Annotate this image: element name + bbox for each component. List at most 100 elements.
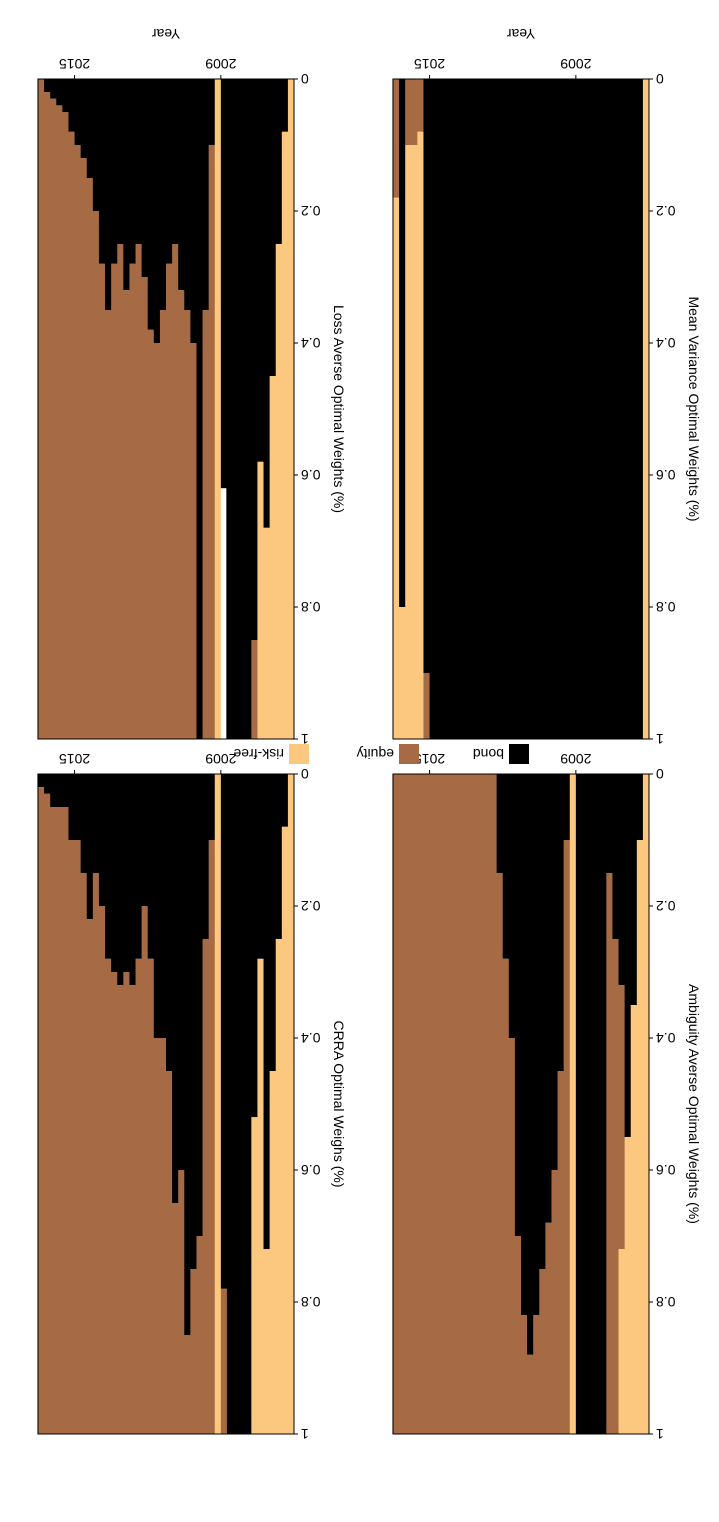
bar-segment-bond	[544, 79, 552, 739]
bar-segment-bond	[73, 79, 81, 145]
bar-segment-equity	[422, 774, 430, 1434]
bar-segment-risk-free	[275, 244, 282, 739]
bar-segment-bond	[520, 774, 528, 1316]
bar-segment-equity	[177, 290, 185, 739]
y-tick-label: 1	[656, 731, 664, 747]
bar-segment-bond	[636, 79, 643, 739]
y-tick-label: 0.2	[301, 203, 321, 219]
bar-segment-risk-free	[617, 1249, 625, 1434]
y-tick-label: 0.4	[656, 335, 676, 351]
bar-segment-bond	[599, 79, 607, 739]
bar-segment-equity	[73, 840, 81, 1434]
y-axis-label: Ambiguity Averse Optimal Weights (%)	[686, 984, 702, 1224]
bar-segment-equity	[441, 774, 448, 1434]
legend: bond equity risk-free	[233, 744, 529, 764]
bar-segment-bond	[441, 79, 448, 739]
y-axis-label: Loss Averse Optimal Weights (%)	[331, 305, 347, 513]
bar-segment-bond	[159, 774, 166, 1038]
bar-segment-equity	[147, 329, 154, 739]
bar-segment-bond	[67, 774, 75, 840]
bar-segment-bond	[165, 774, 173, 1071]
bar-segment-bond	[281, 79, 288, 132]
chart-panel-2: 00.20.40.60.8120092015YearAmbiguity Aver…	[392, 721, 702, 1442]
bar-segment-equity	[520, 1315, 528, 1434]
bar-segment-bond	[238, 774, 246, 1434]
bar-segment-bond	[477, 79, 485, 739]
bar-segment-equity	[73, 145, 81, 739]
bar-segment-equity	[526, 1354, 534, 1434]
x-axis-label: Year	[152, 26, 181, 42]
bar-segment-bond	[256, 774, 264, 959]
y-tick-label: 0.8	[656, 599, 676, 615]
bar-segment-equity	[611, 939, 619, 1434]
bar-segment-equity	[128, 263, 136, 739]
bar-segment-risk-free	[287, 774, 294, 1434]
bar-segment-bond	[630, 774, 637, 1005]
bar-segment-risk-free	[214, 774, 221, 1434]
bar-segment-bond	[532, 79, 540, 739]
legend-swatch-risk-free	[289, 744, 309, 764]
bar-segment-bond	[281, 774, 288, 827]
y-tick-label: 0.6	[656, 1162, 676, 1178]
bar-segment-bond	[269, 79, 276, 376]
bar-segment-equity	[392, 774, 400, 1434]
bar-segment-equity	[514, 1236, 521, 1434]
bar-segment-equity	[489, 774, 497, 1434]
bar-segment-bond	[459, 79, 467, 739]
bar-segment-bond	[73, 774, 81, 840]
bar-segment-bond	[80, 774, 87, 873]
bar-segment-equity	[532, 1315, 540, 1434]
bar-segment-bond	[611, 774, 619, 939]
bar-segment-bond	[508, 774, 515, 1038]
y-tick-label: 0.8	[301, 1294, 321, 1310]
bar-segment-equity	[159, 1038, 166, 1434]
y-tick-label: 0	[656, 71, 664, 87]
bar-segment-risk-free	[256, 461, 264, 739]
bar-segment-equity	[550, 1170, 558, 1434]
bar-segment-bond	[398, 79, 406, 607]
bar-segment-bond	[189, 79, 197, 343]
chart-panel-1: 00.20.40.60.8120092015YearCRRA Optimal W…	[37, 721, 347, 1442]
bar-segment-bond	[581, 79, 589, 739]
bar-segment-risk-free	[636, 840, 643, 1434]
bar-segment-bond	[550, 774, 558, 1170]
chart-panel-4: 0 0.2 0.4 0.6 0.8 1 2009 2015 Year Mean Variance …	[392, 26, 702, 747]
bar-segment-equity	[422, 673, 430, 739]
bar-segment-bond	[447, 79, 454, 739]
chart-panel-3: 0 0.2 0.4 0.6 0.8 1 2009 2015 Year Loss Averse Op…	[37, 26, 347, 747]
bar-segment-equity	[80, 158, 87, 739]
bar-segment-equity	[128, 985, 136, 1434]
bar-segment-bond	[465, 79, 473, 739]
bar-segment-bond	[250, 774, 258, 1118]
bar-segment-bond	[611, 79, 619, 739]
bar-segment-bond	[171, 774, 179, 1203]
bar-segment-bond	[624, 79, 631, 739]
bar-segment-risk-free	[569, 774, 576, 1434]
bar-segment-bond	[147, 774, 154, 959]
y-axis-label: CRRA Optimal Weighs (%)	[331, 1020, 347, 1187]
bar-segment-bond	[244, 774, 252, 1434]
bar-segment-bond	[538, 774, 546, 1269]
bar-segment-bond	[183, 79, 191, 310]
bar-segment-equity	[183, 1335, 191, 1434]
bar-segment-risk-free	[642, 79, 649, 739]
bar-segment-bond	[617, 79, 625, 739]
bar-segment-risk-free	[642, 774, 649, 1434]
bar-segment-bond	[189, 774, 197, 1269]
bar-segment-bond	[514, 774, 521, 1236]
bar-segment-equity	[563, 840, 570, 1434]
bar-segment-bond	[92, 79, 99, 211]
bar-segment-bond	[104, 774, 112, 959]
x-tick-label: 2009	[560, 751, 591, 767]
bar-segment-bond	[581, 774, 589, 1434]
bar-segment-equity	[153, 343, 160, 739]
legend-label-equity: equity	[357, 746, 394, 762]
y-axis-label: Mean Variance Optimal Weights (%)	[686, 296, 702, 521]
bar-segment-bond	[502, 79, 509, 739]
bar-segment-equity	[171, 1203, 179, 1434]
bar-segment-equity	[116, 985, 124, 1434]
bar-segment-equity	[80, 873, 87, 1434]
y-tick-label: 0.4	[301, 335, 321, 351]
bar-segment-equity	[98, 906, 106, 1434]
bar-segment-bond	[171, 79, 179, 244]
